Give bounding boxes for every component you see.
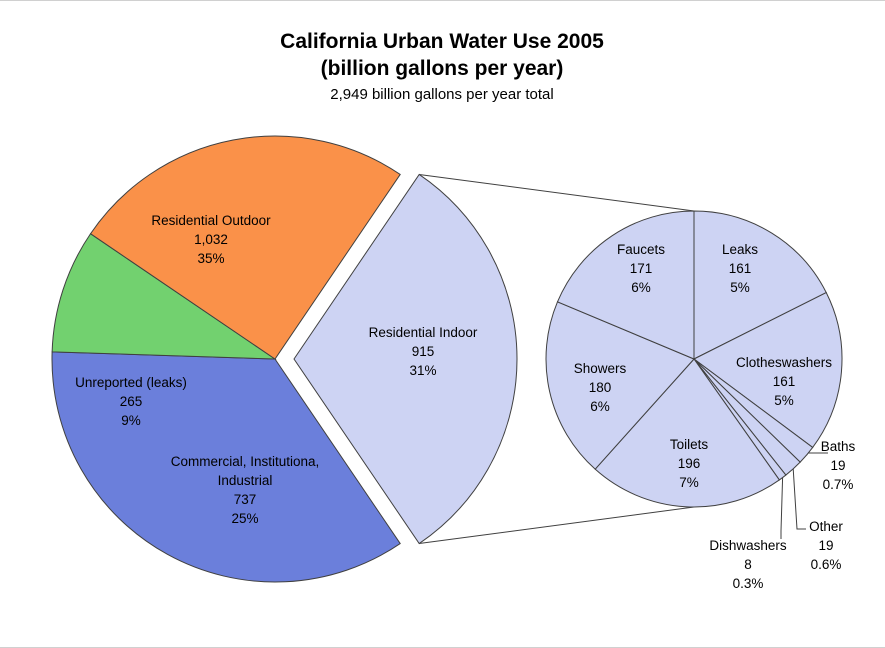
breakdown-label-dishwashers: Dishwashers 8 0.3% — [709, 538, 787, 591]
connector-bottom — [419, 506, 695, 545]
leader-line-other — [792, 468, 806, 530]
breakdown-label-leaks: Leaks 161 5% — [722, 242, 758, 295]
breakdown-label-faucets: Faucets 171 6% — [617, 242, 665, 295]
breakdown-slice-faucets — [556, 210, 695, 360]
breakdown-label-toilets: Toilets 196 7% — [670, 437, 709, 490]
breakdown-slice-toilets — [594, 358, 781, 508]
breakdown-pie — [545, 210, 843, 508]
main-pie — [51, 135, 518, 583]
breakdown-label-other: Other 19 0.6% — [809, 519, 843, 572]
data-labels: Residential Outdoor 1,032 35% Unreported (l… — [75, 213, 855, 591]
chart-title-line1: California Urban Water Use 2005 — [280, 30, 604, 53]
label-commercial: Commercial, Institutiona, Industrial 737 25… — [171, 454, 320, 526]
label-residential-indoor: Residential Indoor 915 31% — [369, 325, 478, 378]
connector-top — [419, 173, 695, 212]
breakdown-label-showers: Showers 180 6% — [574, 361, 627, 414]
chart-subtitle: 2,949 billion gallons per year total — [330, 86, 553, 103]
slice-residential-indoor — [293, 173, 518, 545]
breakdown-label-clotheswashers: Clotheswashers 161 5% — [736, 355, 832, 408]
breakdown-label-baths: Baths 19 0.7% — [821, 439, 856, 492]
breakdown-slice-clotheswashers — [693, 291, 843, 449]
slice-unreported — [51, 233, 277, 360]
label-residential-outdoor: Residential Outdoor 1,032 35% — [151, 213, 271, 266]
leader-line-dishwashers — [780, 477, 784, 539]
breakdown-slice-leaks — [693, 210, 827, 360]
slice-commercial — [89, 135, 401, 360]
slice-residential-outdoor — [51, 351, 401, 583]
label-unreported: Unreported (leaks) 265 9% — [75, 375, 187, 428]
chart-title-line2: (billion gallons per year) — [321, 57, 564, 80]
